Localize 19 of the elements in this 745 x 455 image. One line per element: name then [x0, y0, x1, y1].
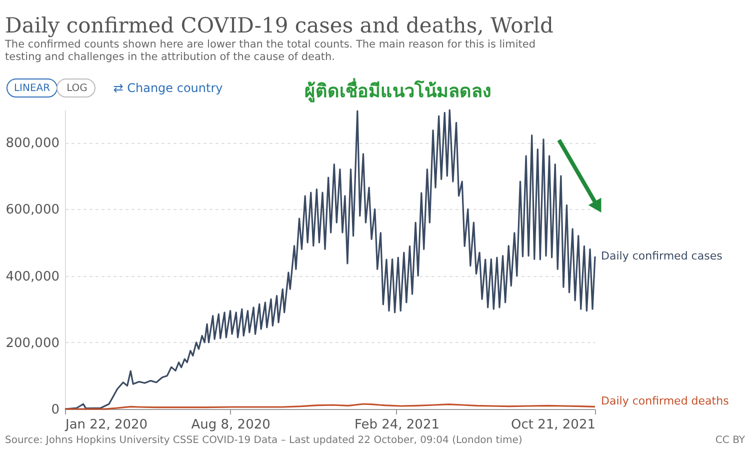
text: ผู้ติดเชื่อมีแนวโน้มลดลง [304, 78, 492, 103]
y-tick-label: 0 [51, 402, 60, 418]
source-note: Source: Johns Hopkins University CSSE COVID-19 Data – Last updated 22 October, 09:04 (London time) [5, 435, 522, 446]
x-tick-label: Jan 22, 2020 [64, 418, 148, 432]
x-tick-label: Feb 24, 2021 [354, 418, 440, 432]
series-label: Daily confirmed deaths [601, 394, 730, 408]
y-tick-label: 400,000 [6, 269, 60, 284]
y-tick-label: 200,000 [6, 336, 60, 351]
y-tick-label: 800,000 [6, 136, 60, 152]
text: CC BY [715, 435, 745, 446]
text: LOG [66, 83, 88, 94]
y-tick-label: 600,000 [6, 202, 60, 218]
x-tick-label: Oct 21, 2021 [511, 418, 596, 432]
x-tick-label: Aug 8, 2020 [191, 418, 270, 432]
chart-subtitle: The confirmed counts shown here are lower than the total counts. The main reason for this is limited testing and challenges in the attribution of the cause of death. [4, 38, 536, 63]
chart-title: Daily confirmed COVID-19 cases and deaths, World [5, 14, 554, 38]
text: ⇄ Change country [113, 81, 223, 95]
text: LINEAR [14, 83, 50, 94]
series-label: Daily confirmed cases [601, 250, 723, 263]
